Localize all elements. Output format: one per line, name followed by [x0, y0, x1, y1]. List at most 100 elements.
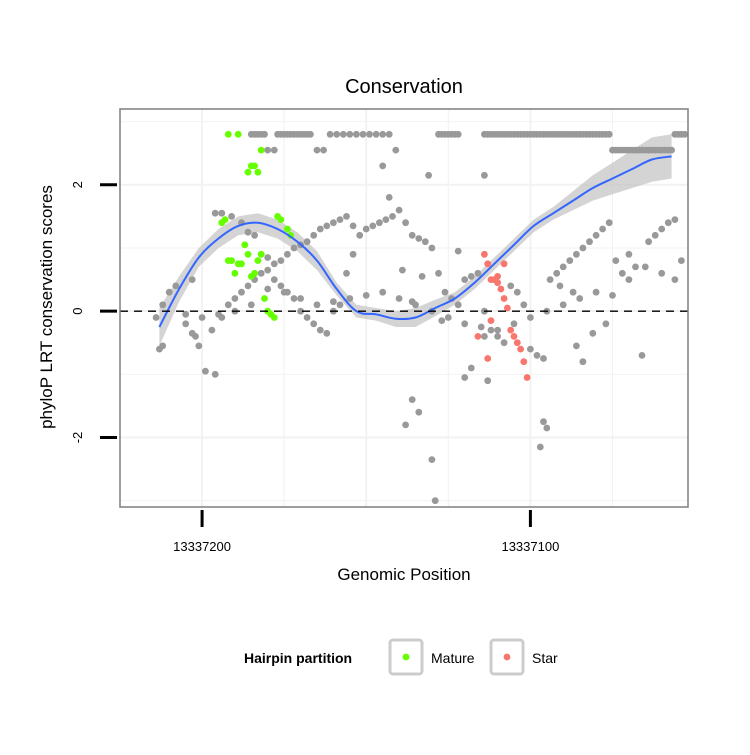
mature-point	[254, 168, 262, 176]
data-point	[612, 257, 620, 264]
mature-point	[244, 168, 252, 176]
data-point	[474, 269, 482, 277]
data-point	[165, 288, 173, 296]
data-point	[399, 266, 406, 274]
data-point	[277, 282, 285, 290]
data-point	[323, 329, 331, 337]
mature-point	[241, 241, 249, 249]
data-point	[566, 257, 574, 264]
plot-border	[119, 108, 689, 508]
y-tick-label: 2	[70, 181, 85, 188]
data-point	[366, 130, 373, 138]
data-point	[586, 238, 593, 246]
data-point	[402, 219, 409, 227]
data-point	[559, 301, 567, 309]
data-point	[481, 171, 488, 179]
data-point	[316, 225, 324, 233]
data-point	[658, 225, 666, 233]
data-point	[284, 250, 291, 258]
data-point	[408, 396, 416, 403]
data-point	[323, 222, 331, 230]
star-point	[517, 345, 524, 353]
data-point	[280, 288, 288, 296]
data-point	[527, 314, 534, 321]
mature-point	[270, 314, 278, 321]
data-point	[238, 288, 245, 296]
data-point	[494, 326, 501, 334]
data-point	[270, 260, 278, 268]
data-point	[264, 266, 272, 274]
x-tick-label: 13337200	[173, 539, 231, 554]
data-point	[395, 206, 403, 214]
data-point	[195, 342, 203, 350]
data-point	[461, 276, 469, 283]
data-point	[376, 219, 383, 227]
data-point	[467, 273, 475, 280]
data-point	[444, 314, 452, 321]
data-point	[228, 213, 236, 220]
data-point	[441, 288, 449, 296]
data-point	[303, 314, 311, 321]
data-point	[379, 288, 387, 296]
data-point	[202, 367, 209, 375]
data-point	[540, 418, 547, 426]
y-tick-label: -2	[70, 432, 85, 444]
data-point	[461, 320, 469, 328]
data-point	[641, 263, 649, 271]
chart-title: Conservation	[345, 76, 463, 98]
data-point	[645, 238, 652, 246]
data-point	[343, 213, 350, 220]
mature-point	[251, 269, 258, 277]
data-point	[261, 130, 268, 138]
data-point	[664, 219, 672, 227]
data-point	[349, 222, 357, 230]
data-point	[533, 352, 541, 359]
data-point	[402, 421, 409, 429]
data-point	[599, 225, 606, 233]
mature-point	[231, 269, 239, 277]
data-point	[579, 244, 587, 252]
data-point	[421, 238, 429, 246]
data-point	[339, 130, 347, 138]
star-point	[494, 273, 501, 280]
data-point	[658, 269, 666, 277]
mature-point	[224, 130, 232, 138]
mature-point	[257, 146, 265, 154]
data-point	[395, 295, 403, 302]
data-point	[553, 269, 561, 277]
star-point	[504, 304, 511, 312]
data-point	[290, 244, 298, 252]
data-point	[589, 329, 597, 337]
data-point	[211, 209, 219, 217]
data-point	[257, 269, 265, 277]
data-point	[540, 355, 547, 362]
data-point	[330, 298, 337, 306]
y-tick-label: 0	[70, 308, 85, 315]
data-point	[418, 273, 426, 280]
data-point	[362, 292, 370, 299]
data-point	[244, 282, 252, 290]
data-point	[231, 295, 239, 302]
data-point	[467, 364, 475, 372]
x-axis-label: Genomic Position	[337, 565, 470, 584]
mature-point	[257, 250, 265, 258]
mature-point	[228, 257, 236, 264]
data-point	[625, 250, 633, 258]
data-point	[454, 247, 462, 255]
mature-point	[251, 162, 258, 170]
data-point	[316, 326, 324, 334]
star-point	[513, 339, 521, 347]
data-point	[602, 320, 610, 328]
data-point	[385, 130, 393, 138]
data-point	[559, 263, 567, 271]
data-point	[297, 307, 304, 315]
data-point	[382, 216, 390, 224]
star-point	[481, 250, 488, 258]
data-point	[362, 225, 370, 233]
data-point	[333, 130, 341, 138]
data-point	[208, 326, 216, 334]
data-point	[320, 146, 327, 154]
data-point	[224, 301, 232, 309]
data-point	[507, 282, 515, 290]
